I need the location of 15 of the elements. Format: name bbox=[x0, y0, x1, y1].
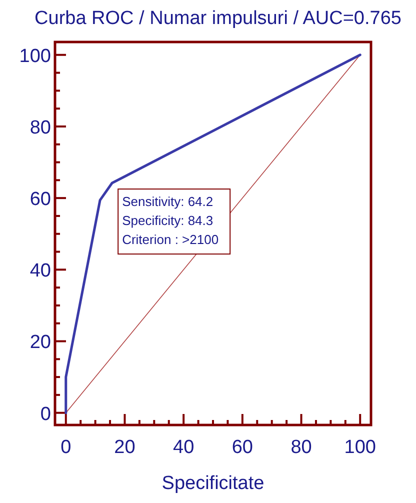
x-tick-label: 60 bbox=[232, 437, 253, 458]
y-tick-label: 100 bbox=[19, 46, 51, 67]
y-tick-label: 20 bbox=[30, 332, 51, 354]
y-tick-label: 60 bbox=[30, 189, 51, 210]
x-tick-label: 40 bbox=[173, 437, 194, 458]
x-tick-label: 20 bbox=[114, 437, 136, 458]
chart-title: Curba ROC / Numar impulsuri / AUC=0.765 bbox=[34, 8, 402, 29]
y-tick-label: 80 bbox=[30, 117, 51, 138]
x-axis-title: Specificitate bbox=[162, 473, 264, 494]
y-tick-label: 40 bbox=[30, 260, 51, 282]
x-tick-label: 80 bbox=[290, 437, 312, 458]
annotation: Sensitivity: 64.2 Specificity: 84.3 Criterion : >2100 bbox=[122, 194, 219, 248]
x-tick-label: 0 bbox=[60, 437, 72, 458]
x-tick-label: 100 bbox=[344, 437, 376, 458]
y-tick-label: 0 bbox=[40, 404, 51, 425]
